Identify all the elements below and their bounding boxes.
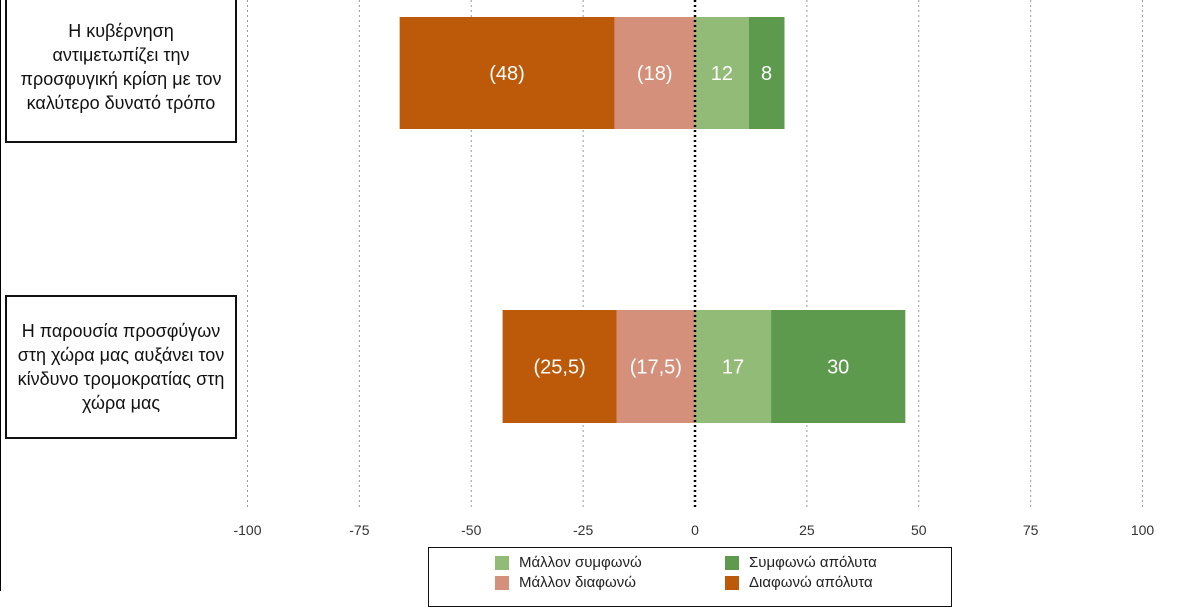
data-label: 8 — [761, 63, 772, 85]
category-label-terrorism: Η παρουσία προσφύγων στη χώρα μας αυξάνε… — [5, 295, 237, 439]
bar-segment — [399, 17, 615, 129]
legend-item-somewhat-disagree: Μάλλον διαφωνώ — [495, 574, 636, 591]
plot-area: -100 -75 -50 -25 0 25 50 75 100 (18) (48) 12 8 (17,5)… — [233, 0, 1155, 538]
bar-segment — [748, 17, 785, 129]
data-label: (18) — [637, 63, 673, 85]
bar-segment — [695, 17, 749, 129]
category-label-government: Η κυβέρνηση αντιμετωπίζει την προσφυγική… — [5, 0, 237, 143]
x-tick-label: -25 — [573, 522, 593, 538]
legend-label: Μάλλον διαφωνώ — [519, 574, 636, 591]
data-label: (17,5) — [630, 357, 682, 379]
legend-item-somewhat-agree: Μάλλον συμφωνώ — [495, 554, 642, 571]
legend-item-strongly-disagree: Διαφωνώ απόλυτα — [725, 574, 873, 591]
x-tick-label: -75 — [349, 522, 369, 538]
x-tick-label: -50 — [461, 522, 481, 538]
x-tick-label: 100 — [1131, 522, 1155, 538]
legend-swatch-somewhat-agree — [495, 555, 509, 570]
x-tick-label: -100 — [233, 522, 261, 538]
data-label: (48) — [489, 63, 525, 85]
left-border — [0, 0, 1, 591]
legend: Μάλλον συμφωνώ Συμφωνώ απόλυτα Μάλλον δι… — [428, 547, 952, 607]
legend-swatch-strongly-agree — [725, 555, 739, 570]
category-label-text: Η κυβέρνηση αντιμετωπίζει την προσφυγική… — [20, 20, 222, 113]
x-tick-label: 25 — [799, 522, 815, 538]
data-label: 17 — [722, 357, 744, 379]
bar-segment — [502, 310, 617, 423]
data-label: 12 — [711, 63, 733, 85]
x-tick-label: 50 — [911, 522, 927, 538]
legend-label: Μάλλον συμφωνώ — [519, 554, 642, 571]
bar-segment — [695, 310, 772, 423]
x-tick-label: 75 — [1023, 522, 1039, 538]
data-label: 30 — [827, 357, 849, 379]
bar-segment — [616, 310, 695, 423]
legend-swatch-strongly-disagree — [725, 575, 739, 590]
x-tick-label: 0 — [691, 522, 699, 538]
legend-item-strongly-agree: Συμφωνώ απόλυτα — [725, 554, 877, 571]
bar-segment — [614, 17, 695, 129]
data-label: (25,5) — [534, 357, 586, 379]
chart: Η κυβέρνηση αντιμετωπίζει την προσφυγική… — [0, 0, 1155, 607]
bar-segment — [771, 310, 906, 423]
category-label-text: Η παρουσία προσφύγων στη χώρα μας αυξάνε… — [17, 321, 225, 413]
legend-swatch-somewhat-disagree — [495, 575, 509, 590]
legend-label: Διαφωνώ απόλυτα — [749, 574, 873, 591]
legend-label: Συμφωνώ απόλυτα — [749, 554, 877, 571]
